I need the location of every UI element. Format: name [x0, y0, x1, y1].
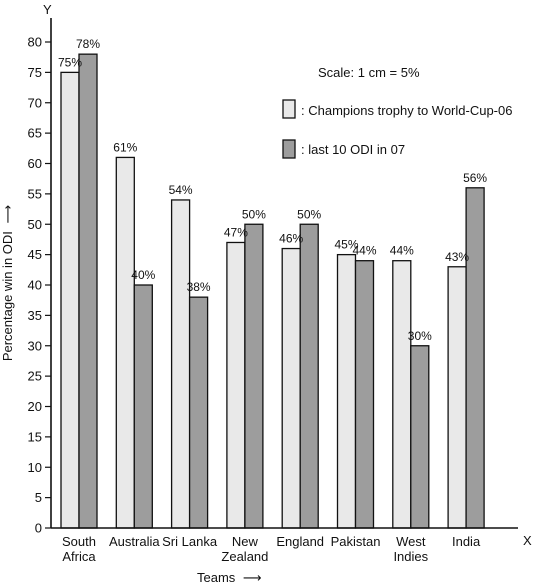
bar	[60, 71, 80, 529]
legend-swatch-champions	[282, 99, 296, 119]
bar	[133, 284, 153, 529]
x-axis-letter: X	[523, 533, 532, 548]
y-tick-label: 75	[28, 65, 42, 80]
y-tick-label: 15	[28, 429, 42, 444]
y-tick-label: 0	[35, 521, 42, 536]
bar-value-label: 44%	[390, 244, 414, 258]
bar-value-label: 44%	[352, 244, 376, 258]
bar	[244, 223, 264, 529]
bar-value-label: 61%	[113, 140, 137, 154]
bar-value-label: 30%	[408, 329, 432, 343]
x-tick-label: West	[396, 534, 426, 549]
bar	[226, 241, 246, 529]
bar-value-label: 47%	[224, 225, 248, 239]
y-tick-label: 5	[35, 490, 42, 505]
bar	[188, 296, 209, 529]
legend: : Champions trophy to World-Cup-06 : las…	[282, 99, 512, 159]
bar-value-labels: 75%78%61%40%54%38%47%50%46%50%45%44% 44%3…	[58, 37, 487, 343]
y-axis-title-arrow: ⟶	[0, 205, 15, 224]
y-tick-label: 35	[28, 308, 42, 323]
y-tick-label: 45	[28, 247, 42, 262]
x-tick-label: India	[452, 534, 481, 549]
x-axis-title-label: Teams	[197, 570, 236, 585]
legend-label-champions: : Champions trophy to World-Cup-06	[301, 103, 512, 118]
bar-value-label: 45%	[334, 238, 358, 252]
y-tick-label: 40	[28, 278, 42, 293]
y-axis-letter: Y	[43, 2, 52, 17]
y-axis-ticks: 0 5 10 15 20 25 30 35 40 45 50 55 60 65 70 75 80	[28, 35, 51, 536]
bar-value-label: 43%	[445, 250, 469, 264]
bar	[447, 266, 467, 529]
y-tick-label: 80	[28, 35, 42, 50]
y-tick-label: 20	[28, 399, 42, 414]
y-axis-title-text: Percentage win in ODI ⟶	[0, 205, 15, 361]
y-tick-label: 65	[28, 126, 42, 141]
y-tick-label: 50	[28, 217, 42, 232]
bar-value-label: 50%	[297, 207, 321, 221]
bar	[299, 223, 319, 529]
bar-value-label: 38%	[187, 280, 211, 294]
bars	[60, 53, 485, 529]
y-tick-label: 30	[28, 338, 42, 353]
x-tick-label: Pakistan	[331, 534, 381, 549]
bar-value-label: 54%	[169, 183, 193, 197]
bar	[392, 260, 412, 529]
bar-value-label: 50%	[242, 207, 266, 221]
x-axis-title: Teams ⟶	[197, 570, 262, 585]
legend-swatch-last10	[282, 139, 296, 159]
x-tick-label: South	[62, 534, 96, 549]
x-tick-label: Australia	[109, 534, 160, 549]
y-axis-title-label: Percentage win in ODI	[0, 231, 15, 361]
bar-value-label: 78%	[76, 37, 100, 51]
bar-value-label: 46%	[279, 232, 303, 246]
bar	[336, 253, 357, 529]
bar	[410, 345, 430, 529]
x-tick-label: Africa	[62, 549, 96, 564]
y-tick-label: 60	[28, 156, 42, 171]
y-tick-label: 10	[28, 460, 42, 475]
y-tick-label: 70	[28, 95, 42, 110]
x-axis-title-arrow: ⟶	[243, 570, 262, 585]
y-tick-label: 55	[28, 186, 42, 201]
bar-value-label: 75%	[58, 55, 82, 69]
bar	[465, 187, 485, 529]
bar	[281, 247, 301, 529]
x-tick-label: Indies	[393, 549, 428, 564]
bar	[354, 260, 375, 529]
y-axis-title: Percentage win in ODI ⟶	[0, 205, 15, 361]
x-tick-label: Zealand	[221, 549, 268, 564]
y-tick-label: 25	[28, 369, 42, 384]
bar	[115, 156, 135, 529]
bar-value-label: 56%	[463, 171, 487, 185]
x-tick-label: New	[232, 534, 259, 549]
x-tick-label: Sri Lanka	[162, 534, 218, 549]
legend-label-last10: : last 10 ODI in 07	[301, 142, 405, 157]
scale-annotation: Scale: 1 cm = 5%	[318, 65, 420, 80]
bar	[78, 53, 98, 529]
x-tick-label: England	[276, 534, 324, 549]
bar-value-label: 40%	[131, 268, 155, 282]
bar	[170, 199, 191, 529]
